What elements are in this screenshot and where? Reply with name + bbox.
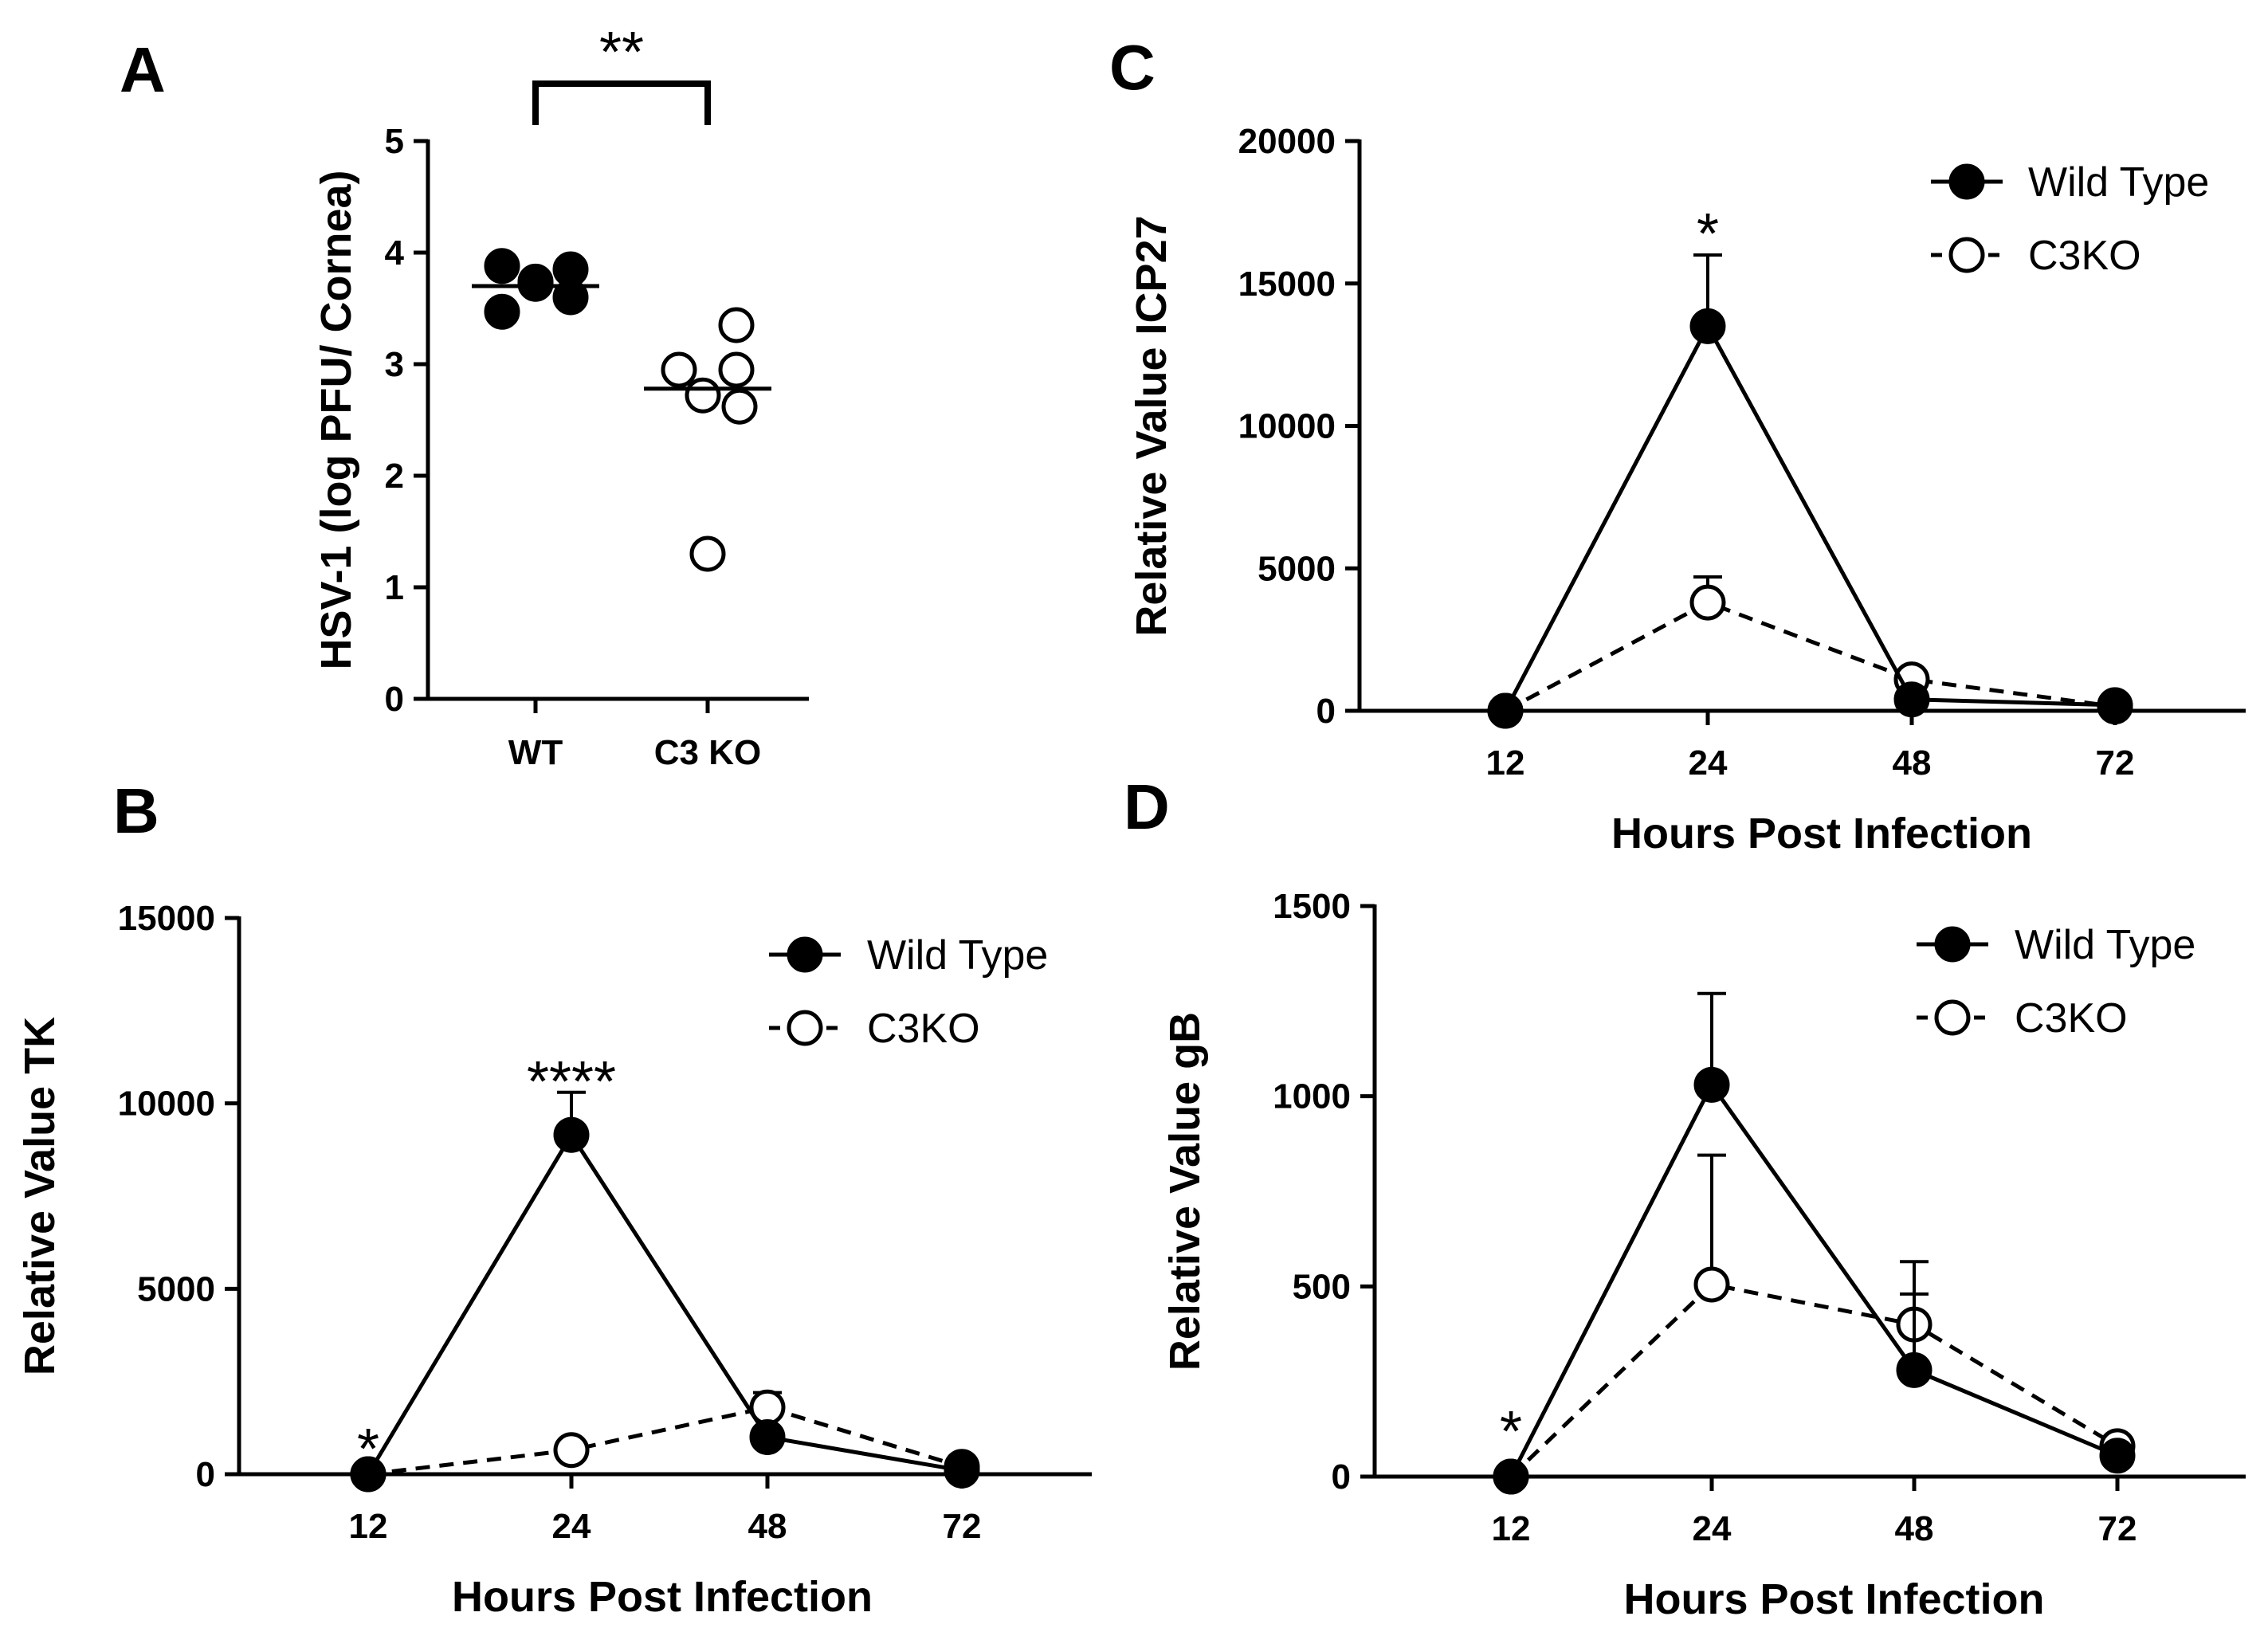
- data-point: [552, 279, 589, 316]
- legend-marker: [1934, 999, 1971, 1036]
- x-tick-label: 24: [1693, 1509, 1732, 1548]
- data-point: [350, 1456, 387, 1493]
- x-tick-label: 12: [1486, 743, 1525, 783]
- y-tick-label: 4: [385, 233, 405, 273]
- x-tick-label: 72: [2098, 1509, 2137, 1548]
- y-tick-label: 0: [1332, 1457, 1351, 1497]
- x-axis-label: Hours Post Infection: [1611, 810, 2032, 857]
- y-tick-label: 20000: [1238, 122, 1336, 161]
- panel-c-line-chart: 0 5000 10000 15000 20000 12 24 48 72 Relative Val…: [1128, 122, 2246, 857]
- y-axis-label: HSV-1 (log PFU/ Cornea): [312, 170, 360, 669]
- y-tick-label: 1: [385, 568, 404, 607]
- x-tick-label: 12: [349, 1507, 388, 1546]
- significance-bracket: [532, 80, 711, 125]
- panel-letter-b: B: [113, 775, 159, 846]
- data-point: [484, 248, 520, 284]
- legend-label: C3KO: [2015, 995, 2128, 1042]
- data-point: [1896, 1351, 1933, 1388]
- legend-marker: [1934, 926, 1971, 963]
- y-tick-label: 0: [1316, 692, 1336, 731]
- data-point: [553, 1116, 590, 1153]
- x-tick-label: 72: [2096, 743, 2135, 783]
- data-point: [517, 265, 554, 302]
- y-tick-label: 15000: [1238, 265, 1336, 304]
- data-point: [1693, 1266, 1730, 1303]
- y-tick-label: 0: [196, 1455, 215, 1494]
- y-tick-label: 10000: [118, 1085, 215, 1124]
- data-point: [749, 1418, 786, 1455]
- x-tick-label: C3 KO: [654, 733, 761, 772]
- x-tick-label: 24: [1689, 743, 1728, 783]
- legend-label: Wild Type: [867, 932, 1048, 979]
- series-line: [1509, 1282, 2119, 1478]
- y-tick-label: 5000: [1258, 549, 1336, 588]
- data-point: [661, 351, 697, 388]
- legend-marker: [787, 936, 823, 973]
- significance-label: *: [357, 1418, 379, 1481]
- panel-letter-d: D: [1124, 771, 1170, 842]
- y-tick-label: 5000: [137, 1269, 215, 1308]
- y-axis-label: Relative Value TK: [16, 1017, 64, 1375]
- x-tick-label: 12: [1492, 1509, 1531, 1548]
- x-tick-label: 72: [943, 1507, 982, 1546]
- y-tick-label: 10000: [1238, 407, 1336, 446]
- series-line: [1509, 1081, 2118, 1478]
- x-tick-label: 48: [748, 1507, 787, 1546]
- panel-a-scatter: 0 1 2 3 4 5 WT C3 KO HSV-1 (log PFU/ Cornea) **: [312, 21, 809, 772]
- data-point: [721, 388, 758, 425]
- legend-label: C3KO: [867, 1006, 980, 1052]
- legend-marker: [787, 1010, 823, 1046]
- legend-marker: [1948, 237, 1985, 273]
- data-point: [944, 1452, 980, 1489]
- x-axis-label: Hours Post Infection: [452, 1573, 873, 1621]
- x-tick-label: 48: [1893, 743, 1932, 783]
- x-tick-label: WT: [508, 733, 563, 772]
- data-point: [1493, 1458, 1529, 1495]
- y-tick-label: 500: [1293, 1267, 1351, 1306]
- series-line: [366, 1131, 963, 1476]
- data-point: [1689, 308, 1726, 344]
- panel-b-line-chart: 0 5000 10000 15000 12 24 48 72 Relative Value TK…: [16, 899, 1092, 1621]
- significance-label: *: [1697, 202, 1719, 266]
- panel-d-line-chart: 0 500 1000 1500 12 24 48 72 Relative Value gB Hou…: [1161, 887, 2246, 1623]
- data-point: [553, 1432, 590, 1469]
- series-line: [1504, 600, 2116, 713]
- series-line: [367, 1405, 963, 1477]
- data-point: [2097, 687, 2133, 724]
- data-point: [1693, 1066, 1730, 1103]
- y-tick-label: 1000: [1273, 1077, 1351, 1116]
- series-line: [1503, 322, 2116, 712]
- panel-letter-c: C: [1109, 32, 1156, 103]
- x-axis-label: Hours Post Infection: [1623, 1575, 2044, 1623]
- legend-label: Wild Type: [2028, 159, 2209, 206]
- legend-label: C3KO: [2028, 233, 2141, 279]
- significance-label: ****: [527, 1050, 616, 1114]
- significance-label: *: [1500, 1400, 1522, 1464]
- data-point: [1689, 584, 1726, 621]
- legend-marker: [1948, 163, 1985, 200]
- x-tick-label: 24: [552, 1507, 591, 1546]
- panel-letter-a: A: [120, 34, 166, 105]
- significance-label: **: [599, 21, 644, 84]
- x-tick-label: 48: [1895, 1509, 1934, 1548]
- data-point: [685, 377, 721, 414]
- y-axis-label: Relative Value ICP27: [1128, 215, 1175, 636]
- y-tick-label: 5: [385, 122, 404, 161]
- data-point: [1487, 692, 1524, 729]
- y-tick-label: 3: [385, 345, 404, 384]
- data-point: [718, 307, 755, 343]
- y-tick-label: 2: [385, 457, 404, 496]
- legend-label: Wild Type: [2015, 922, 2195, 968]
- data-point: [484, 293, 520, 330]
- y-tick-label: 1500: [1273, 887, 1351, 926]
- data-point: [718, 351, 755, 388]
- data-point: [2099, 1438, 2136, 1474]
- y-tick-label: 0: [385, 680, 404, 719]
- y-axis-label: Relative Value gB: [1161, 1012, 1209, 1371]
- data-point: [1893, 681, 1930, 718]
- y-tick-label: 15000: [118, 899, 215, 938]
- data-point: [689, 535, 726, 572]
